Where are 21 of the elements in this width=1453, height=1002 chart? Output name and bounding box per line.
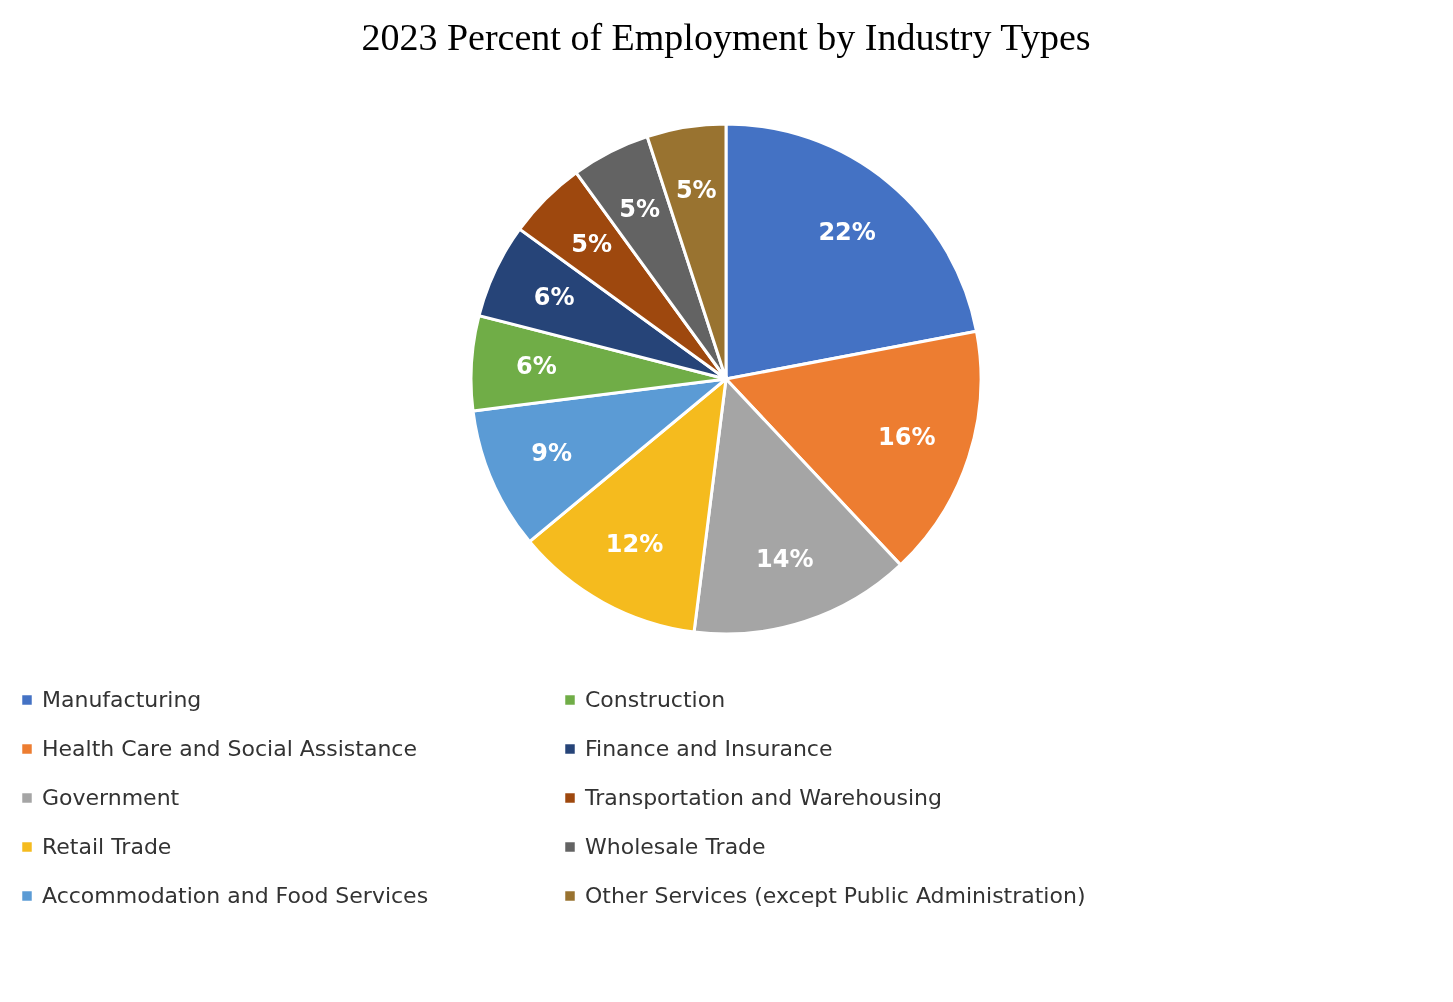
data-label: 6% bbox=[516, 352, 557, 381]
legend-label: Finance and Insurance bbox=[585, 736, 833, 761]
legend-label: Wholesale Trade bbox=[585, 834, 766, 859]
chart-title: 2023 Percent of Employment by Industry Types bbox=[361, 16, 1091, 58]
legend-label: Transportation and Warehousing bbox=[584, 785, 942, 810]
data-label: 6% bbox=[533, 283, 575, 312]
legend-label: Other Services (except Public Administration) bbox=[585, 883, 1086, 908]
legend-label: Construction bbox=[585, 687, 726, 712]
legend-label: Retail Trade bbox=[42, 834, 172, 859]
data-label: 5% bbox=[675, 176, 717, 205]
legend-label: Health Care and Social Assistance bbox=[42, 736, 417, 761]
data-label: 14% bbox=[755, 544, 814, 573]
data-label: 5% bbox=[571, 229, 613, 258]
data-label: 22% bbox=[818, 217, 876, 246]
legend-label: Manufacturing bbox=[42, 687, 202, 712]
legend-label: Accommodation and Food Services bbox=[42, 883, 429, 908]
data-label: 16% bbox=[877, 422, 936, 451]
data-label: 12% bbox=[605, 530, 664, 559]
legend-label: Government bbox=[42, 785, 180, 810]
data-label: 5% bbox=[619, 194, 661, 223]
data-label: 9% bbox=[531, 439, 572, 468]
